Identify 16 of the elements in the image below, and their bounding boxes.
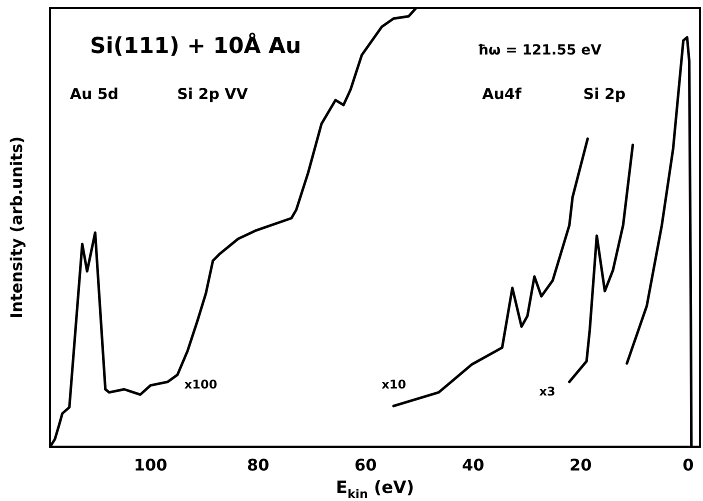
annotation: Si 2p [583, 84, 626, 103]
x-tick-label: 0 [682, 456, 694, 475]
annotation: x3 [539, 384, 556, 398]
text: Si(111) + 10Å Au [90, 32, 302, 59]
annotation: Si 2p VV [177, 84, 248, 103]
annotation: x100 [184, 377, 218, 392]
x-tick-label: 100 [134, 456, 168, 475]
annotation: x10 [382, 377, 406, 392]
annotation: Au 5d [70, 84, 119, 103]
x-tick-label: 40 [462, 456, 484, 475]
x-tick-label: 20 [570, 456, 592, 475]
x-tick-label: 60 [354, 456, 377, 475]
annotation: Au4f [482, 84, 522, 103]
annotation: ħω = 121.55 eV [477, 42, 602, 59]
y-axis-title: Intensity (arb.units) [7, 136, 26, 318]
x-tick-label: 80 [246, 456, 270, 475]
